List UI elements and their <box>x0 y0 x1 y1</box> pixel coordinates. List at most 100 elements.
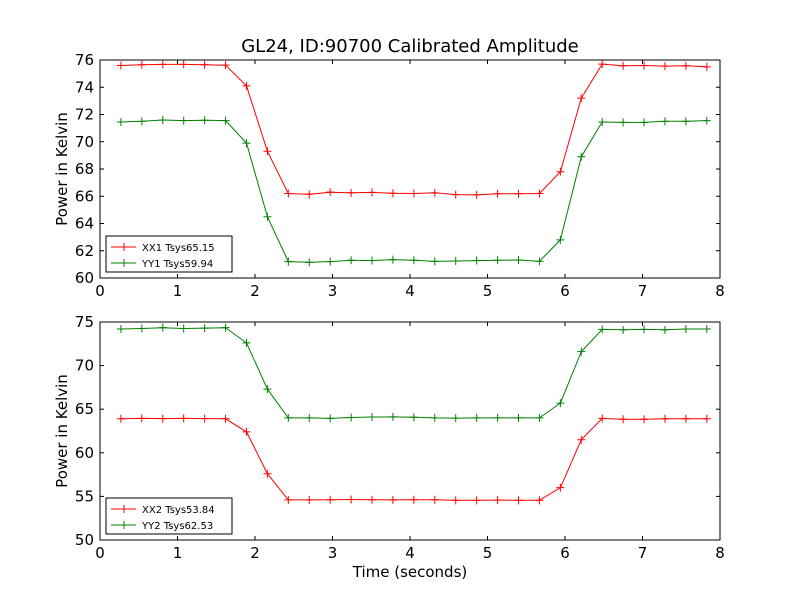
data-point <box>137 414 146 423</box>
legend-marker <box>120 505 128 513</box>
legend-label: XX1 Tsys65.15 <box>142 243 215 254</box>
data-point <box>137 60 146 69</box>
data-point <box>116 414 125 423</box>
data-point <box>221 116 230 125</box>
data-point <box>221 323 230 332</box>
data-point <box>681 414 690 423</box>
legend-box <box>105 497 233 535</box>
data-point <box>451 414 460 423</box>
data-point <box>702 414 711 423</box>
data-point <box>200 60 209 69</box>
data-point <box>640 415 649 424</box>
y-tick-label: 72 <box>75 106 94 124</box>
data-point <box>472 413 481 422</box>
y-tick-label: 62 <box>75 242 94 260</box>
data-point <box>702 324 711 333</box>
data-point <box>451 256 460 265</box>
data-point <box>598 414 607 423</box>
data-point <box>326 188 335 197</box>
data-point <box>430 188 439 197</box>
x-tick-label: 4 <box>405 282 415 300</box>
data-point <box>179 414 188 423</box>
data-point <box>660 325 669 334</box>
legend-marker <box>120 243 128 251</box>
data-point <box>305 495 314 504</box>
data-point <box>137 117 146 126</box>
data-point <box>263 469 272 478</box>
data-point <box>493 413 502 422</box>
data-point <box>242 81 251 90</box>
legend-label: YY1 Tsys59.94 <box>141 259 213 270</box>
data-point <box>409 256 418 265</box>
y-tick-label: 64 <box>75 215 94 233</box>
data-point <box>284 413 293 422</box>
data-point <box>158 60 167 69</box>
x-tick-label: 0 <box>95 544 105 562</box>
y-tick-label: 66 <box>75 187 94 205</box>
data-point <box>535 496 544 505</box>
legend-label: XX2 Tsys53.84 <box>142 505 215 516</box>
data-point <box>451 496 460 505</box>
x-tick-label: 3 <box>328 544 338 562</box>
data-point <box>158 323 167 332</box>
data-point <box>116 117 125 126</box>
x-tick-label: 7 <box>638 544 648 562</box>
data-point <box>598 60 607 69</box>
y-axis-label: Power in Kelvin <box>53 374 71 488</box>
data-point <box>263 212 272 221</box>
data-point <box>598 117 607 126</box>
y-tick-label: 75 <box>75 313 94 331</box>
data-point <box>137 324 146 333</box>
data-point <box>556 235 565 244</box>
data-point <box>388 495 397 504</box>
data-point <box>116 324 125 333</box>
data-point <box>409 413 418 422</box>
y-tick-label: 76 <box>75 51 94 69</box>
data-point <box>200 324 209 333</box>
data-point <box>514 189 523 198</box>
data-point <box>430 495 439 504</box>
y-tick-label: 50 <box>75 531 94 549</box>
x-axis-label: Time (seconds) <box>352 563 468 581</box>
data-point <box>179 60 188 69</box>
data-point <box>514 496 523 505</box>
data-point <box>451 190 460 199</box>
y-tick-label: 60 <box>75 444 94 462</box>
data-point <box>472 496 481 505</box>
data-point <box>388 255 397 264</box>
data-point <box>660 414 669 423</box>
data-point <box>305 258 314 267</box>
data-point <box>556 483 565 492</box>
data-point <box>347 188 356 197</box>
data-point <box>409 189 418 198</box>
data-point <box>221 414 230 423</box>
data-point <box>619 118 628 127</box>
data-point <box>158 115 167 124</box>
data-point <box>493 256 502 265</box>
data-point <box>388 189 397 198</box>
data-point <box>619 415 628 424</box>
top-plot: 0 1 2 3 4 5 6 7 8 60 62 64 66 68 70 72 74 76 Power in Kelv… <box>53 51 725 300</box>
data-point <box>242 338 251 347</box>
data-point <box>535 257 544 266</box>
x-tick-label: 4 <box>405 544 415 562</box>
data-point <box>598 325 607 334</box>
data-point <box>284 189 293 198</box>
data-point <box>577 435 586 444</box>
data-point <box>116 61 125 70</box>
figure-title: GL24, ID:90700 Calibrated Amplitude <box>241 36 579 57</box>
data-point <box>640 118 649 127</box>
y-tick-label: 55 <box>75 487 94 505</box>
data-point <box>430 413 439 422</box>
data-point <box>577 347 586 356</box>
bottom-plot: 0 1 2 3 4 5 6 7 8 50 55 60 65 70 75 Power in Kelvin Time… <box>53 313 725 581</box>
data-point <box>326 414 335 423</box>
data-point <box>179 324 188 333</box>
data-point <box>493 496 502 505</box>
legend-marker <box>120 259 128 267</box>
data-point <box>640 325 649 334</box>
data-point <box>577 152 586 161</box>
data-point <box>535 413 544 422</box>
x-tick-label: 5 <box>483 544 493 562</box>
